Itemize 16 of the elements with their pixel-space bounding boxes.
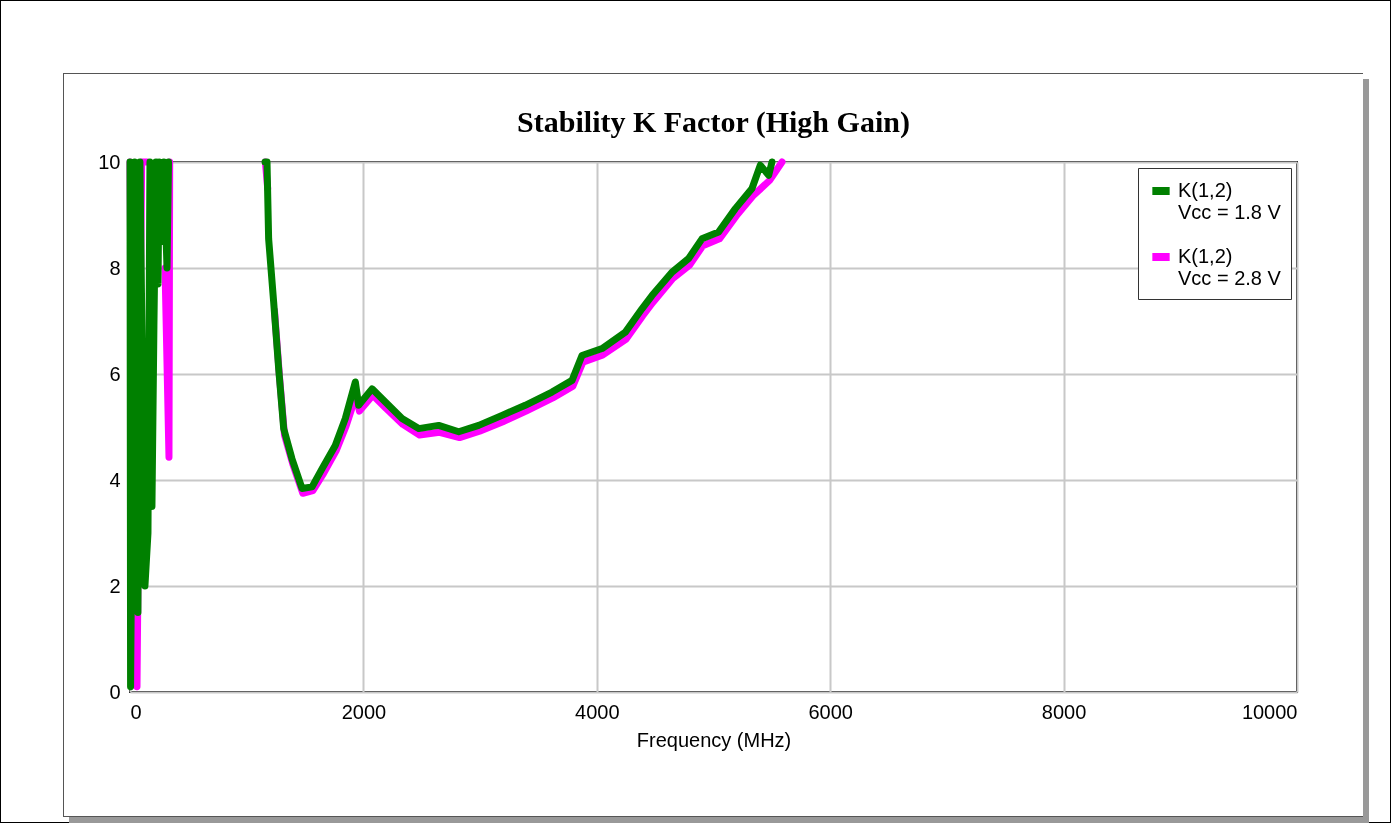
chart-title: Stability K Factor (High Gain) <box>517 105 910 139</box>
y-tick-label: 10 <box>98 150 121 173</box>
legend-label: K(1,2) Vcc = 2.8 V <box>1178 245 1282 289</box>
y-tick-label: 6 <box>109 362 121 385</box>
x-tick-label: 10000 <box>1241 700 1298 723</box>
legend-label: K(1,2) Vcc = 1.8 V <box>1178 179 1282 223</box>
x-tick-label: 0 <box>130 700 142 723</box>
x-axis-title: Frequency (MHz) <box>636 728 792 751</box>
y-tick-label: 0 <box>109 680 121 703</box>
y-tick-label: 4 <box>109 468 121 491</box>
x-tick-label: 2000 <box>341 700 387 723</box>
y-tick-label: 8 <box>109 256 121 279</box>
x-tick-label: 4000 <box>575 700 620 723</box>
x-tick-label: 6000 <box>808 700 853 723</box>
y-tick-label: 2 <box>109 574 121 597</box>
x-tick-label: 8000 <box>1041 700 1087 723</box>
